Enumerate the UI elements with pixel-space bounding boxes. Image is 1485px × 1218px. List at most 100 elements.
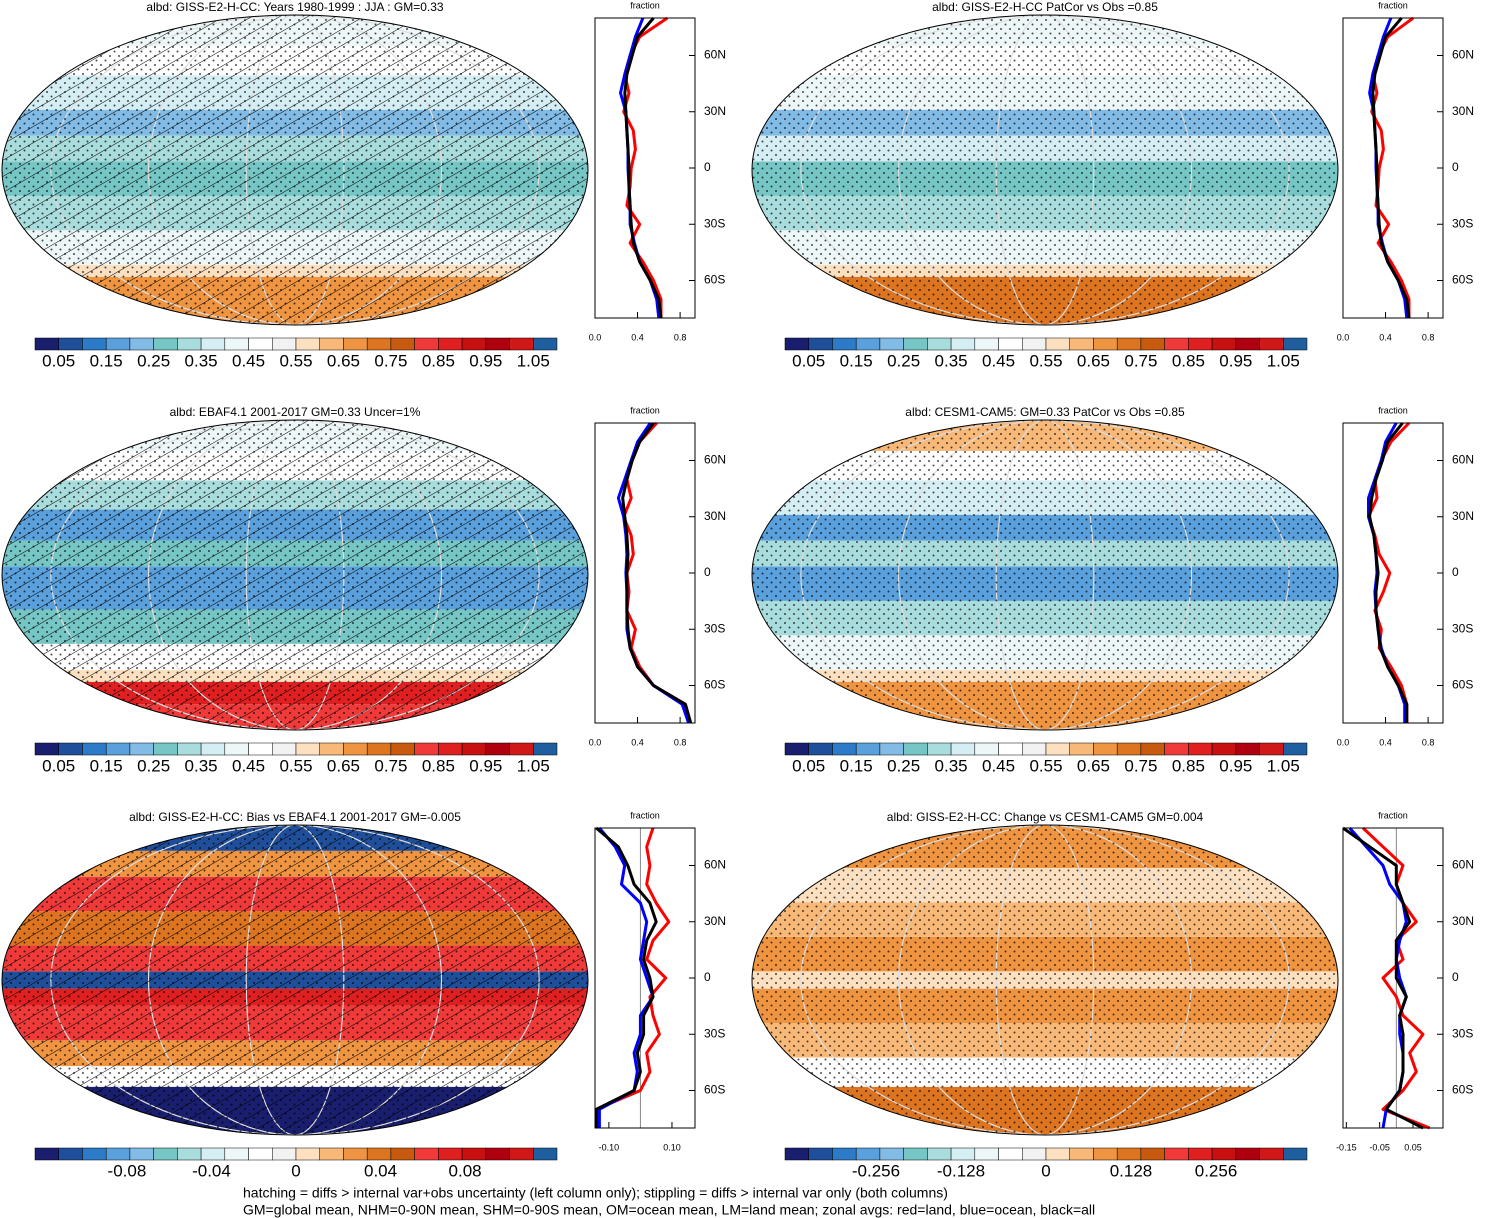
colorbar-box xyxy=(319,337,344,351)
y-tick-label: 30S xyxy=(704,621,725,635)
zonal-frame xyxy=(1342,17,1444,319)
colorbar-box xyxy=(974,1147,999,1161)
hatching xyxy=(2,825,588,1135)
colorbar-box xyxy=(82,1147,107,1161)
x-tick-label: 0.8 xyxy=(1422,332,1435,342)
colorbar-box xyxy=(1164,742,1189,756)
colorbar-label: 0.128 xyxy=(1110,1161,1153,1180)
colorbar-label: -0.04 xyxy=(192,1161,231,1180)
y-tick-label: 60N xyxy=(1452,48,1474,62)
colorbar-box xyxy=(461,337,487,351)
colorbar-label: 0.75 xyxy=(374,756,407,775)
zonal-line xyxy=(622,421,693,724)
x-tick-label: 0.0 xyxy=(1337,737,1350,747)
y-tick-label: 60S xyxy=(1452,1083,1473,1097)
colorbar-label: 0.25 xyxy=(887,351,920,370)
footer-line: GM=global mean, NHM=0-90N mean, SHM=0-90… xyxy=(243,1202,1095,1218)
colorbar-box xyxy=(509,337,534,351)
colorbar-label: 0.55 xyxy=(279,351,312,370)
zonal-line xyxy=(619,17,661,319)
colorbar-label: 0 xyxy=(291,1161,300,1180)
colorbar-box xyxy=(414,337,439,351)
colorbar-box xyxy=(1259,742,1284,756)
colorbar-box xyxy=(1283,337,1308,351)
colorbar-box xyxy=(1045,337,1070,351)
colorbar-box xyxy=(343,742,368,756)
zonal-frame xyxy=(594,422,696,724)
colorbar-box xyxy=(903,742,928,756)
zonal-line xyxy=(1367,422,1407,723)
colorbar-box xyxy=(1116,337,1142,351)
zonal-frame xyxy=(594,17,696,319)
y-tick-label: 30N xyxy=(1452,509,1474,523)
colorbar-label: 0.15 xyxy=(90,756,123,775)
y-tick-label: 0 xyxy=(1452,160,1459,174)
colorbar-box xyxy=(272,337,297,351)
colorbar-box xyxy=(224,1147,249,1161)
colorbar-box xyxy=(808,742,833,756)
colorbar-label: 0.95 xyxy=(469,756,502,775)
colorbar-box xyxy=(58,1147,83,1161)
zonal-line xyxy=(1342,826,1424,1130)
colorbar-box xyxy=(129,1147,154,1161)
colorbar-box xyxy=(998,1147,1023,1161)
colorbar-box xyxy=(485,1147,510,1161)
colorbar-label: 0.75 xyxy=(374,351,407,370)
colorbar-box xyxy=(509,1147,534,1161)
colorbar-box xyxy=(485,742,510,756)
colorbar-box xyxy=(1188,742,1213,756)
colorbar-box xyxy=(1116,1147,1142,1161)
colorbar-box xyxy=(1045,742,1070,756)
colorbar-box xyxy=(974,337,999,351)
colorbar-box xyxy=(105,1147,131,1161)
colorbar-label: 0.95 xyxy=(469,351,502,370)
colorbar-label: 0.45 xyxy=(232,756,265,775)
y-tick-label: 30S xyxy=(1452,1026,1473,1040)
zonal-line xyxy=(1368,17,1409,319)
y-tick-label: 30N xyxy=(704,509,726,523)
colorbar-box xyxy=(832,1147,857,1161)
colorbar-label: 0.15 xyxy=(90,351,123,370)
map-field xyxy=(2,15,588,325)
colorbar-box xyxy=(272,1147,297,1161)
y-tick-label: 30S xyxy=(704,216,725,230)
colorbar-box xyxy=(950,742,976,756)
colorbar-box xyxy=(784,742,809,756)
colorbar-box xyxy=(177,1147,202,1161)
colorbar-label: 0.55 xyxy=(1029,756,1062,775)
colorbar-label: 0.85 xyxy=(1172,351,1205,370)
colorbar-box xyxy=(414,742,439,756)
colorbar-box xyxy=(879,337,904,351)
colorbar-label: 0.85 xyxy=(1172,756,1205,775)
colorbar-box xyxy=(1022,742,1047,756)
colorbar-box xyxy=(1140,337,1165,351)
panel-title: albd: GISS-E2-H-CC: Bias vs EBAF4.1 2001… xyxy=(129,810,461,824)
colorbar-box xyxy=(105,337,131,351)
colorbar-box xyxy=(295,337,320,351)
colorbar-label: 0.65 xyxy=(327,756,360,775)
colorbar-box xyxy=(153,742,178,756)
colorbar-label: 1.05 xyxy=(517,756,550,775)
colorbar-label: 0.95 xyxy=(1219,756,1252,775)
colorbar-box xyxy=(58,337,83,351)
colorbar-box xyxy=(248,1147,273,1161)
zonal-title: fraction xyxy=(1378,0,1408,10)
colorbar-box xyxy=(1069,742,1094,756)
colorbar-label: 1.05 xyxy=(517,351,550,370)
colorbar-box xyxy=(533,742,558,756)
y-tick-label: 0 xyxy=(1452,565,1459,579)
map-border xyxy=(1,824,589,1136)
colorbar-label: 0.05 xyxy=(792,351,825,370)
colorbar-label: 0.65 xyxy=(327,351,360,370)
y-tick-label: 60S xyxy=(704,273,725,287)
colorbar-box xyxy=(855,337,881,351)
colorbar-box xyxy=(343,1147,368,1161)
colorbar-label: 0.35 xyxy=(935,351,968,370)
map xyxy=(1,419,589,731)
map xyxy=(1,824,589,1136)
colorbar-box xyxy=(105,742,131,756)
colorbar-box xyxy=(950,1147,976,1161)
map-field xyxy=(752,420,1338,730)
y-tick-label: 0 xyxy=(704,565,711,579)
colorbar-label: 0.35 xyxy=(935,756,968,775)
